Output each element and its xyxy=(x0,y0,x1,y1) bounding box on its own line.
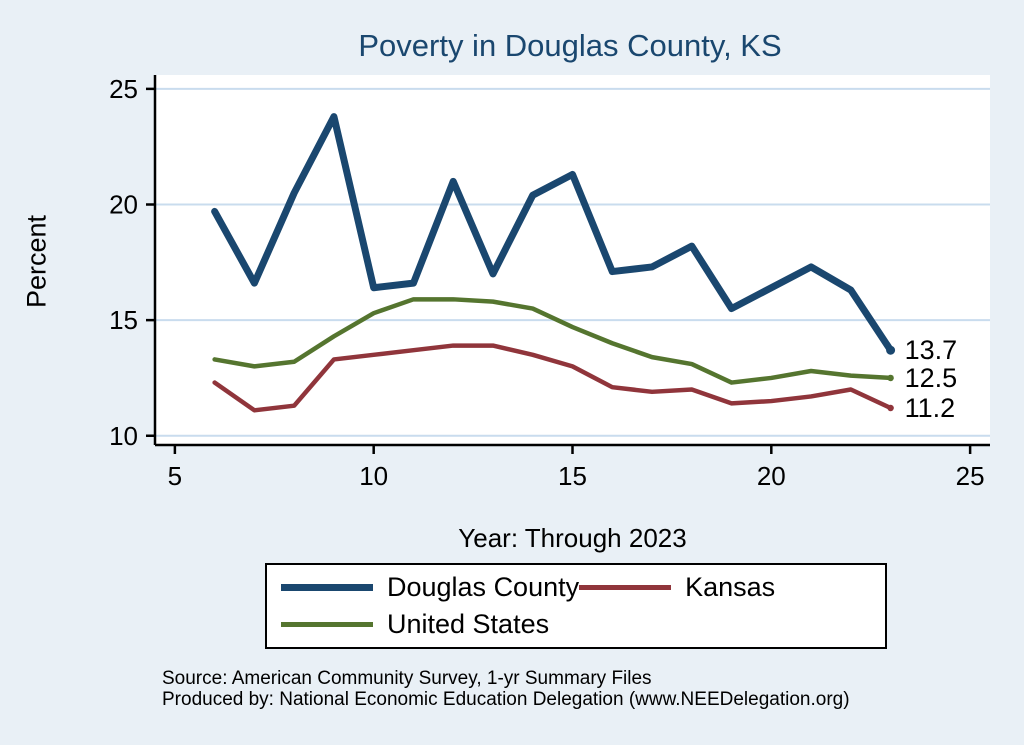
series-end-label-kansas: 11.2 xyxy=(905,393,956,423)
y-tick-label: 25 xyxy=(109,74,138,104)
x-tick-label: 5 xyxy=(168,461,182,491)
x-tick-label: 10 xyxy=(359,461,388,491)
y-tick-label: 20 xyxy=(109,190,138,220)
y-axis-title: Percent xyxy=(21,214,52,309)
x-tick-label: 20 xyxy=(757,461,786,491)
series-end-label-united-states: 12.5 xyxy=(905,363,958,393)
legend-item-douglas-county: Douglas County xyxy=(281,572,579,603)
plot-area xyxy=(155,75,990,445)
chart-legend: Douglas County Kansas United States xyxy=(265,563,887,649)
kansas-line-swatch xyxy=(579,585,672,590)
chart-title: Poverty in Douglas County, KS xyxy=(358,28,782,63)
united-states-line-swatch xyxy=(281,622,373,627)
legend-label-united-states: United States xyxy=(387,609,550,639)
douglas-county-line-swatch xyxy=(281,584,373,591)
legend-label-douglas-county: Douglas County xyxy=(387,572,580,602)
y-tick-label: 10 xyxy=(109,421,138,451)
series-line-douglas-county xyxy=(211,113,895,354)
x-tick-label: 25 xyxy=(956,461,985,491)
series-end-marker-united-states xyxy=(887,374,894,382)
footer-notes: Source: American Community Survey, 1-yr … xyxy=(162,668,850,710)
series-line-kansas xyxy=(212,343,893,413)
source-line: Source: American Community Survey, 1-yr … xyxy=(162,668,652,689)
series-end-marker-kansas xyxy=(887,404,894,412)
series-end-marker-douglas-county xyxy=(886,345,896,355)
legend-item-kansas: Kansas xyxy=(579,572,871,603)
produced-by-line: Produced by: National Economic Education… xyxy=(162,689,850,710)
series-end-label-douglas-county: 13.7 xyxy=(905,335,958,365)
poverty-line-chart: 10 15 20 25 5 10 15 20 25 13.7 11.212.5 xyxy=(109,74,990,491)
y-tick-label: 15 xyxy=(109,305,138,335)
legend-item-united-states: United States xyxy=(281,609,579,640)
legend-label-kansas: Kansas xyxy=(685,572,776,602)
x-axis-title: Year: Through 2023 xyxy=(458,523,687,553)
series-line-united-states xyxy=(212,297,893,385)
x-tick-label: 15 xyxy=(558,461,587,491)
